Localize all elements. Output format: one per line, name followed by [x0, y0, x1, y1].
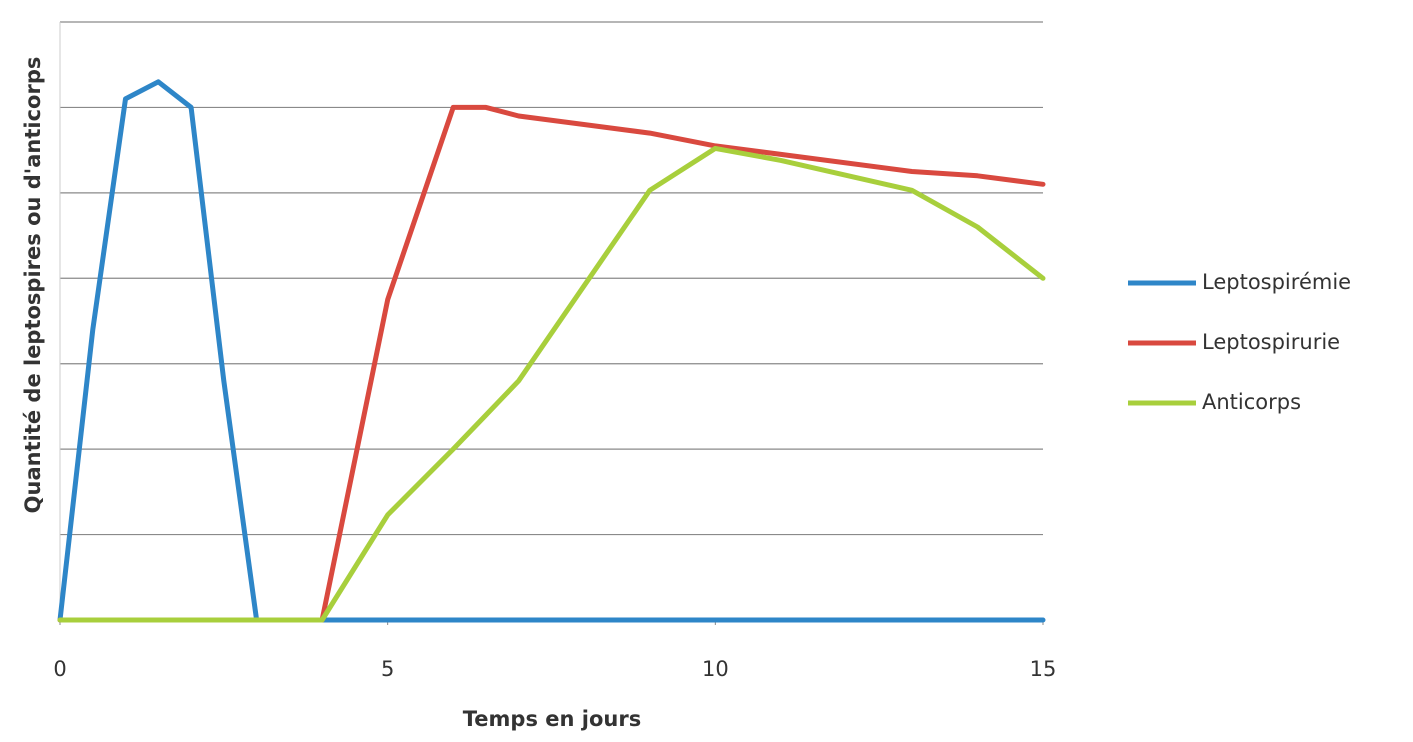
legend-label: Leptospirémie	[1202, 270, 1351, 294]
x-tick-label: 10	[702, 657, 729, 681]
series-line	[57, 145, 1046, 623]
y-axis-title: Quantité de leptospires ou d'anticorps	[21, 57, 45, 514]
x-tick-label: 15	[1030, 657, 1057, 681]
x-tick-label: 5	[381, 657, 394, 681]
legend-label: Anticorps	[1202, 390, 1301, 414]
legend-label: Leptospirurie	[1202, 330, 1340, 354]
x-tick-label: 0	[53, 657, 66, 681]
series-line	[57, 79, 1046, 623]
x-axis-title: Temps en jours	[463, 707, 641, 731]
